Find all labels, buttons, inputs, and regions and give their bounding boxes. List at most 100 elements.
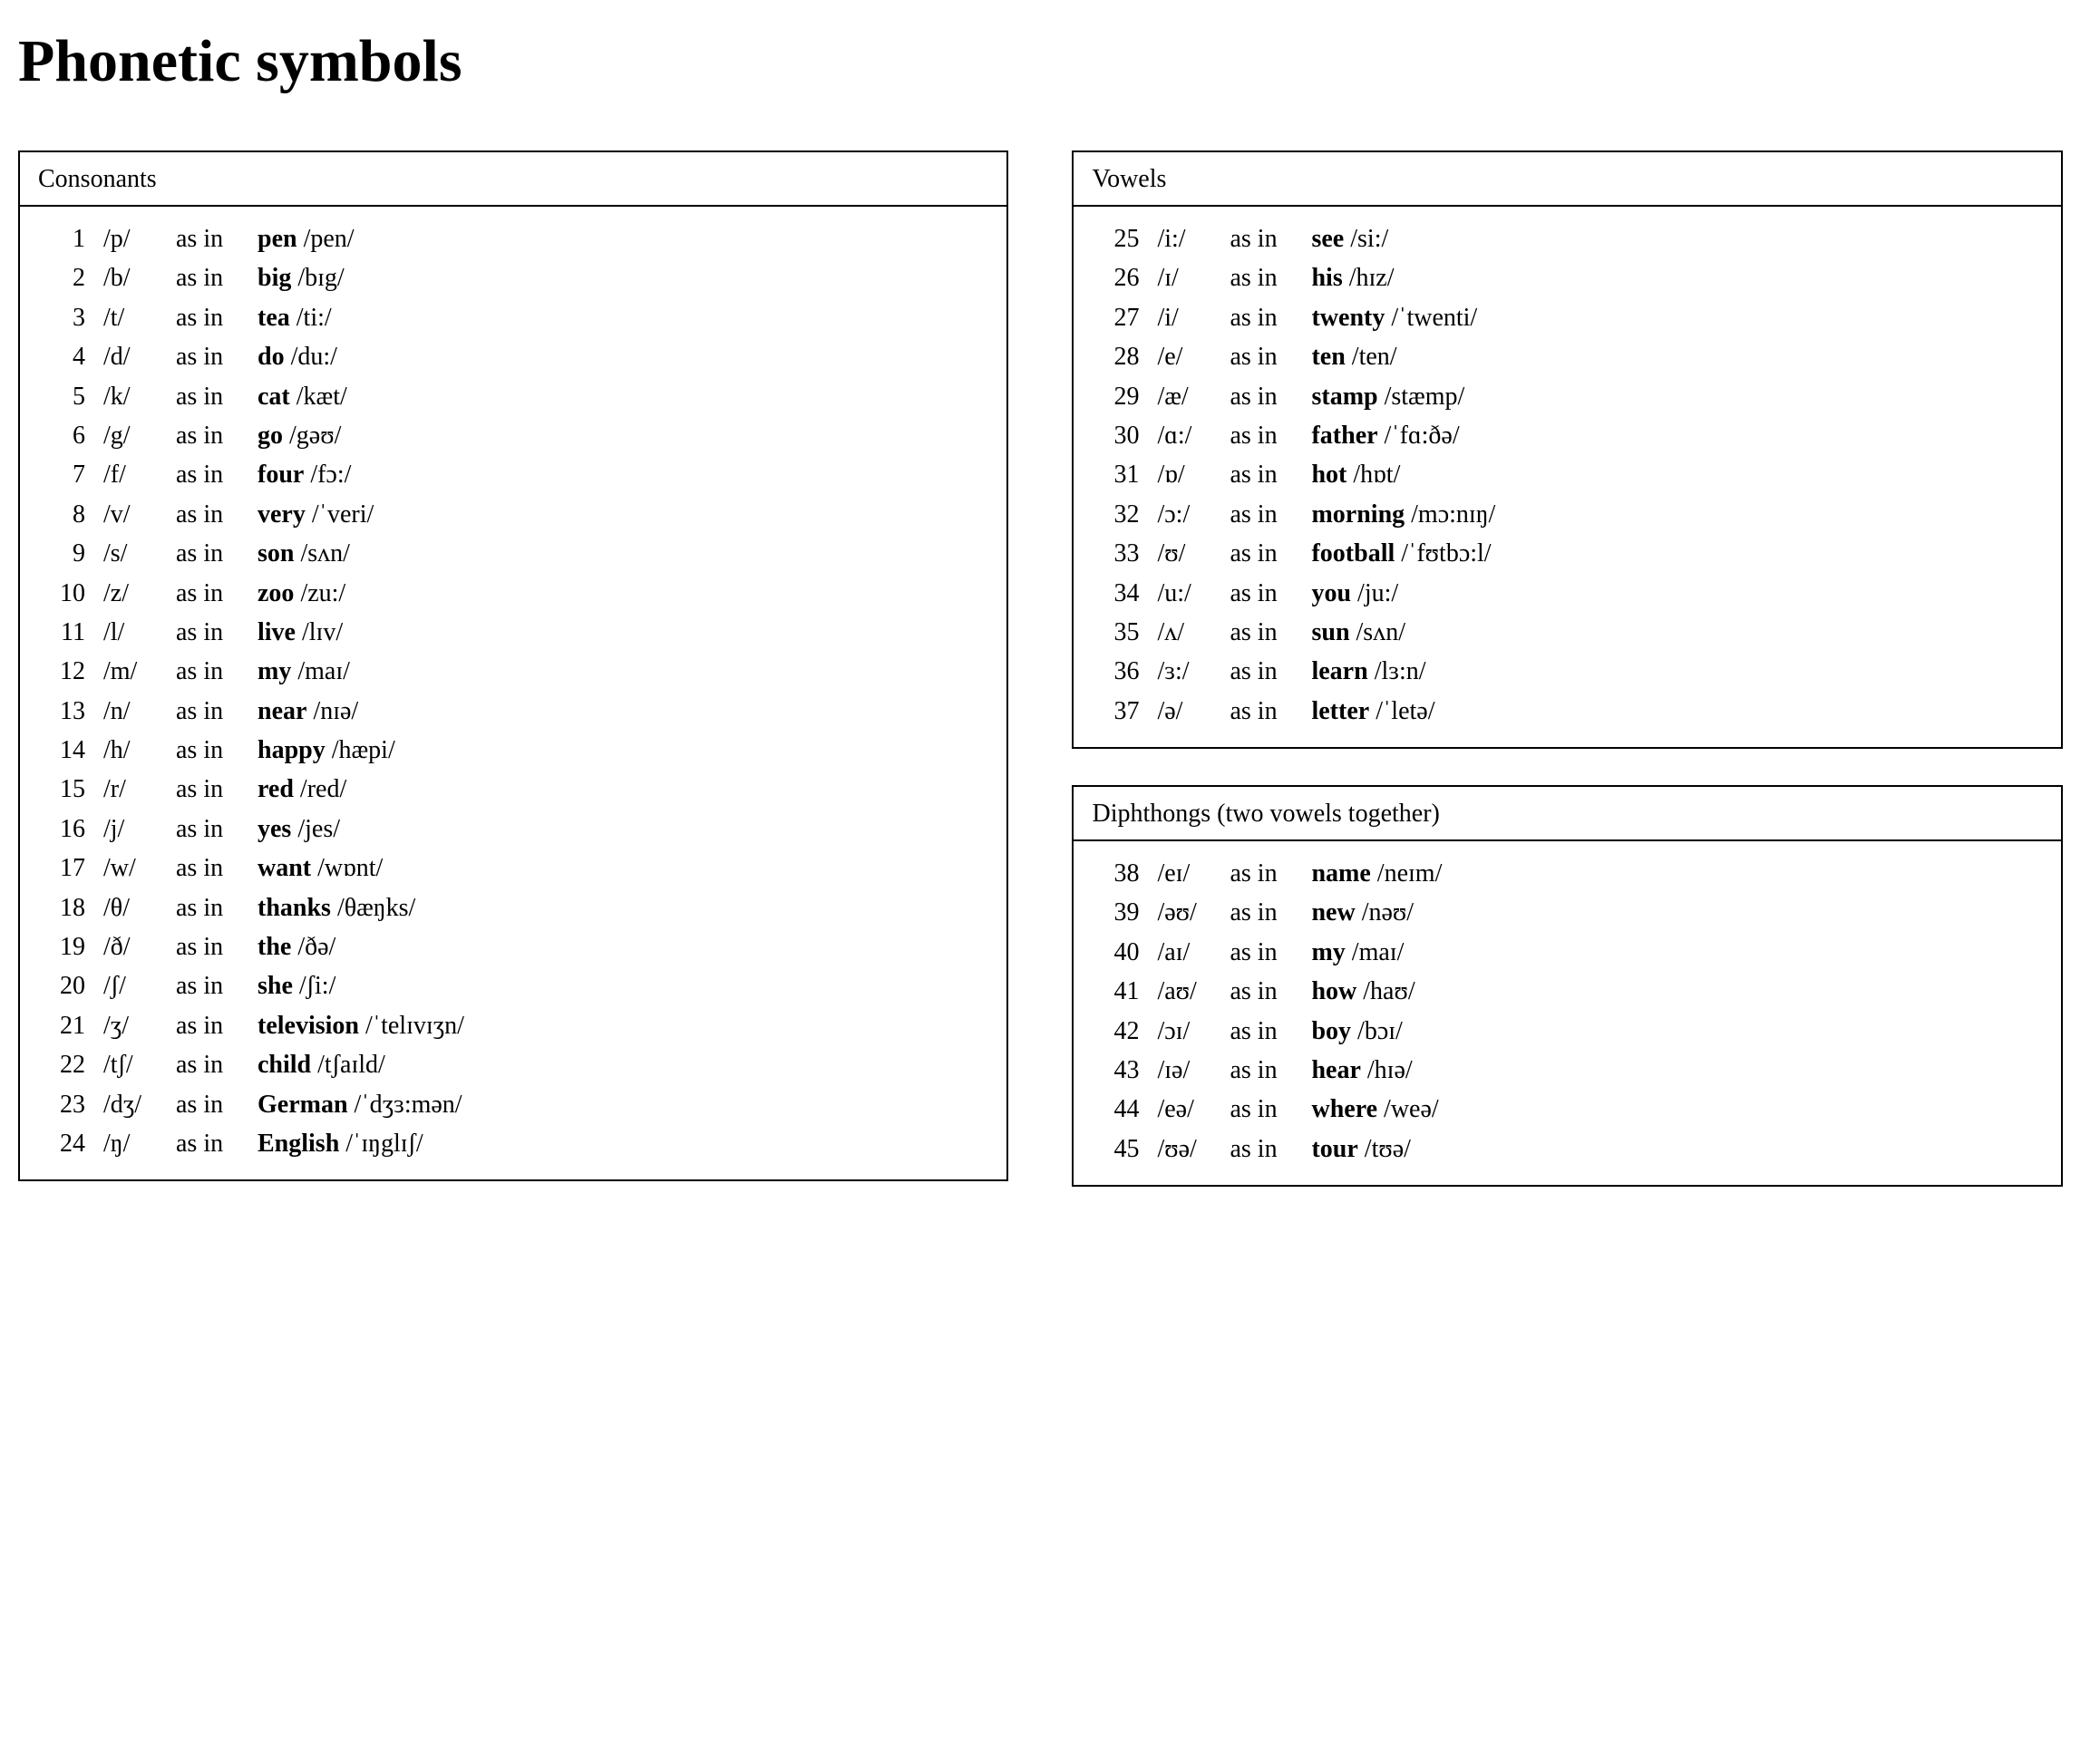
row-number: 18 [38, 888, 103, 927]
phonetic-symbol: /r/ [103, 770, 176, 809]
as-in-label: as in [176, 377, 258, 416]
example-word: football [1311, 539, 1395, 568]
example-pronunciation: /hæpi/ [326, 736, 395, 764]
as-in-label: as in [176, 1124, 258, 1163]
example-word: learn [1311, 657, 1367, 685]
as-in-label: as in [1230, 337, 1311, 376]
as-in-label: as in [1230, 893, 1311, 932]
vowels-body: 25/i:/as insee /si:/26/ɪ/as inhis /hɪz/2… [1074, 207, 2060, 747]
example: hot /hɒt/ [1311, 455, 1400, 494]
example-pronunciation: /ˈtelɪvɪʒn/ [359, 1012, 464, 1040]
example-word: father [1311, 422, 1377, 450]
table-row: 17/w/as inwant /wɒnt/ [38, 849, 988, 888]
example-pronunciation: /du:/ [285, 343, 337, 371]
phonetic-symbol: /əʊ/ [1157, 893, 1230, 932]
table-row: 24/ŋ/as inEnglish /ˈɪŋglɪʃ/ [38, 1124, 988, 1163]
table-row: 25/i:/as insee /si:/ [1092, 219, 2042, 258]
example: where /weə/ [1311, 1090, 1438, 1129]
row-number: 1 [38, 219, 103, 258]
example: his /hɪz/ [1311, 258, 1394, 297]
example-pronunciation: /mɔ:nɪŋ/ [1405, 500, 1495, 529]
table-row: 27/i/as intwenty /ˈtwenti/ [1092, 298, 2042, 337]
example-pronunciation: /ten/ [1346, 343, 1397, 371]
example-pronunciation: /haʊ/ [1356, 977, 1415, 1005]
example: thanks /θæŋks/ [258, 888, 415, 927]
example: ten /ten/ [1311, 337, 1396, 376]
table-row: 34/u:/as inyou /ju:/ [1092, 574, 2042, 613]
table-row: 43/ɪə/as inhear /hɪə/ [1092, 1051, 2042, 1090]
table-row: 30/ɑ:/as infather /ˈfɑ:ðə/ [1092, 416, 2042, 455]
phonetic-symbol: /m/ [103, 652, 176, 691]
as-in-label: as in [1230, 298, 1311, 337]
table-row: 4/d/as indo /du:/ [38, 337, 988, 376]
phonetic-symbol: /ɪ/ [1157, 258, 1230, 297]
example-pronunciation: /sʌn/ [1350, 618, 1405, 646]
table-row: 21/ʒ/as intelevision /ˈtelɪvɪʒn/ [38, 1006, 988, 1045]
as-in-label: as in [1230, 574, 1311, 613]
example-word: ten [1311, 343, 1345, 371]
row-number: 2 [38, 258, 103, 297]
example-pronunciation: /maɪ/ [291, 657, 350, 685]
page-title: Phonetic symbols [18, 27, 2082, 96]
table-row: 20/ʃ/as inshe /ʃi:/ [38, 966, 988, 1005]
diphthongs-body: 38/eɪ/as inname /neɪm/39/əʊ/as innew /nə… [1074, 841, 2060, 1185]
example-word: where [1311, 1095, 1377, 1123]
row-number: 15 [38, 770, 103, 809]
example-pronunciation: /lɪv/ [296, 618, 343, 646]
example-pronunciation: /ˈfʊtbɔ:l/ [1395, 539, 1491, 568]
row-number: 38 [1092, 854, 1157, 893]
phonetic-symbol: /l/ [103, 613, 176, 652]
example-word: thanks [258, 894, 331, 922]
table-row: 38/eɪ/as inname /neɪm/ [1092, 854, 2042, 893]
example-pronunciation: /maɪ/ [1346, 938, 1405, 966]
row-number: 23 [38, 1085, 103, 1124]
as-in-label: as in [176, 849, 258, 888]
example-pronunciation: /pen/ [297, 225, 355, 253]
table-row: 10/z/as inzoo /zu:/ [38, 574, 988, 613]
example-word: morning [1311, 500, 1405, 529]
example-word: English [258, 1130, 339, 1158]
row-number: 36 [1092, 652, 1157, 691]
example: big /bɪg/ [258, 258, 345, 297]
example-pronunciation: /zu:/ [294, 579, 345, 607]
example: pen /pen/ [258, 219, 355, 258]
example-word: do [258, 343, 285, 371]
as-in-label: as in [1230, 377, 1311, 416]
phonetic-symbol: /z/ [103, 574, 176, 613]
row-number: 25 [1092, 219, 1157, 258]
consonants-header: Consonants [20, 152, 1006, 207]
example-pronunciation: /ju:/ [1351, 579, 1398, 607]
table-row: 11/l/as inlive /lɪv/ [38, 613, 988, 652]
as-in-label: as in [176, 966, 258, 1005]
example-pronunciation: /sʌn/ [294, 539, 349, 568]
example-pronunciation: /tʊə/ [1358, 1135, 1411, 1163]
as-in-label: as in [176, 416, 258, 455]
phonetic-symbol: /ʃ/ [103, 966, 176, 1005]
example: see /si:/ [1311, 219, 1388, 258]
table-row: 29/æ/as instamp /stæmp/ [1092, 377, 2042, 416]
example: football /ˈfʊtbɔ:l/ [1311, 534, 1491, 573]
example: stamp /stæmp/ [1311, 377, 1464, 416]
phonetic-symbol: /tʃ/ [103, 1045, 176, 1084]
example-word: want [258, 854, 311, 882]
consonants-box: Consonants 1/p/as inpen /pen/2/b/as inbi… [18, 150, 1008, 1181]
phonetic-symbol: /d/ [103, 337, 176, 376]
example: yes /jes/ [258, 810, 340, 849]
example-pronunciation: /θæŋks/ [331, 894, 415, 922]
table-row: 3/t/as intea /ti:/ [38, 298, 988, 337]
example: cat /kæt/ [258, 377, 347, 416]
table-row: 13/n/as innear /nɪə/ [38, 692, 988, 731]
row-number: 19 [38, 927, 103, 966]
table-row: 35/ʌ/as insun /sʌn/ [1092, 613, 2042, 652]
example-word: tea [258, 304, 290, 332]
phonetic-symbol: /b/ [103, 258, 176, 297]
example-pronunciation: /ðə/ [291, 933, 335, 961]
phonetic-symbol: /w/ [103, 849, 176, 888]
as-in-label: as in [176, 219, 258, 258]
phonetic-symbol: /ɔ:/ [1157, 495, 1230, 534]
example-word: near [258, 697, 306, 725]
example-pronunciation: /hɪə/ [1361, 1056, 1413, 1084]
example: you /ju:/ [1311, 574, 1398, 613]
table-row: 23/dʒ/as inGerman /ˈdʒɜ:mən/ [38, 1085, 988, 1124]
row-number: 31 [1092, 455, 1157, 494]
